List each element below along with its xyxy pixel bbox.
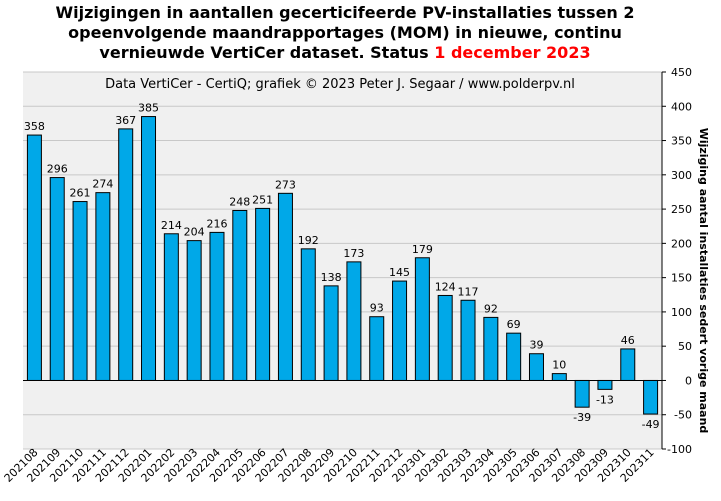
- data-label-202205: 248: [229, 195, 250, 208]
- data-label-202202: 214: [161, 219, 182, 232]
- data-label-202211: 93: [370, 302, 384, 315]
- bar-202311: [643, 379, 659, 415]
- data-label-202111: 274: [92, 178, 113, 191]
- bar-202301: [414, 257, 430, 381]
- y-tick-label: 200: [671, 237, 692, 250]
- bar-202206: [255, 207, 271, 381]
- bars: [26, 116, 659, 415]
- chart-title-status-date: 1 december 2023: [434, 43, 590, 62]
- y-tick-label: -100: [667, 443, 692, 456]
- bar-202202: [163, 233, 179, 381]
- bar-202211: [369, 316, 385, 381]
- chart-credit: Data VertiCer - CertiQ; grafiek © 2023 P…: [105, 77, 575, 92]
- bar-202204: [209, 231, 225, 381]
- y-tick-label: -50: [674, 409, 692, 422]
- bar-202302: [437, 294, 453, 381]
- bar-202208: [300, 248, 316, 381]
- bar-202307: [551, 373, 567, 381]
- data-label-202306: 39: [529, 339, 543, 352]
- bar-202210: [346, 261, 362, 381]
- data-label-202201: 385: [138, 102, 159, 115]
- bar-202109: [49, 177, 65, 381]
- data-label-202208: 192: [298, 234, 319, 247]
- data-label-202307: 10: [552, 359, 566, 372]
- data-label-202302: 124: [435, 280, 456, 293]
- data-label-202305: 69: [507, 318, 521, 331]
- bar-202306: [528, 353, 544, 381]
- data-label-202210: 173: [343, 247, 364, 260]
- data-label-202310: 46: [621, 334, 635, 347]
- data-label-202304: 92: [484, 302, 498, 315]
- bar-202212: [392, 280, 408, 381]
- bar-202303: [460, 299, 476, 381]
- data-label-202303: 117: [458, 285, 479, 298]
- bar-202203: [186, 240, 202, 381]
- y-tick-label: 300: [671, 169, 692, 182]
- bar-202209: [323, 285, 339, 381]
- y-tick-label: 450: [671, 66, 692, 79]
- data-label-202108: 358: [24, 120, 45, 133]
- data-label-202212: 145: [389, 266, 410, 279]
- bar-202111: [95, 192, 111, 381]
- bar-202308: [574, 379, 590, 408]
- data-label-202207: 273: [275, 178, 296, 191]
- data-label-202311: -49: [642, 418, 660, 431]
- y-tick-label: 100: [671, 306, 692, 319]
- data-label-202204: 216: [206, 217, 227, 230]
- bar-202304: [483, 316, 499, 381]
- bar-202112: [118, 128, 134, 381]
- data-label-202301: 179: [412, 243, 433, 256]
- chart-title-line3: vernieuwde VertiCer dataset. Status 1 de…: [99, 43, 590, 62]
- y-axis-label: Wijziging aantal installaties sedert vor…: [697, 128, 710, 434]
- bar-202305: [506, 332, 522, 381]
- y-tick-label: 400: [671, 100, 692, 113]
- chart-title-line3-prefix: vernieuwde VertiCer dataset. Status: [99, 43, 434, 62]
- data-label-202209: 138: [321, 271, 342, 284]
- bar-202201: [141, 116, 157, 381]
- y-tick-label: 250: [671, 203, 692, 216]
- bar-202310: [620, 348, 636, 381]
- bar-202108: [26, 134, 42, 381]
- chart-title-line1: Wijzigingen in aantallen gecerticifeerde…: [55, 3, 634, 22]
- data-label-202112: 367: [115, 114, 136, 127]
- data-label-202206: 251: [252, 193, 273, 206]
- bar-202207: [277, 192, 293, 381]
- data-label-202110: 261: [70, 187, 91, 200]
- data-label-202203: 204: [184, 226, 205, 239]
- chart-title-line2: opeenvolgende maandrapportages (MOM) in …: [68, 23, 622, 42]
- y-tick-label: 50: [678, 340, 692, 353]
- data-label-202109: 296: [47, 163, 68, 176]
- data-label-202308: -39: [573, 411, 591, 424]
- bar-202110: [72, 201, 88, 381]
- y-tick-label: 150: [671, 272, 692, 285]
- y-tick-label: 0: [685, 374, 692, 387]
- data-label-202309: -13: [596, 393, 614, 406]
- bar-202205: [232, 209, 248, 381]
- y-tick-label: 350: [671, 135, 692, 148]
- bar-202309: [597, 379, 613, 390]
